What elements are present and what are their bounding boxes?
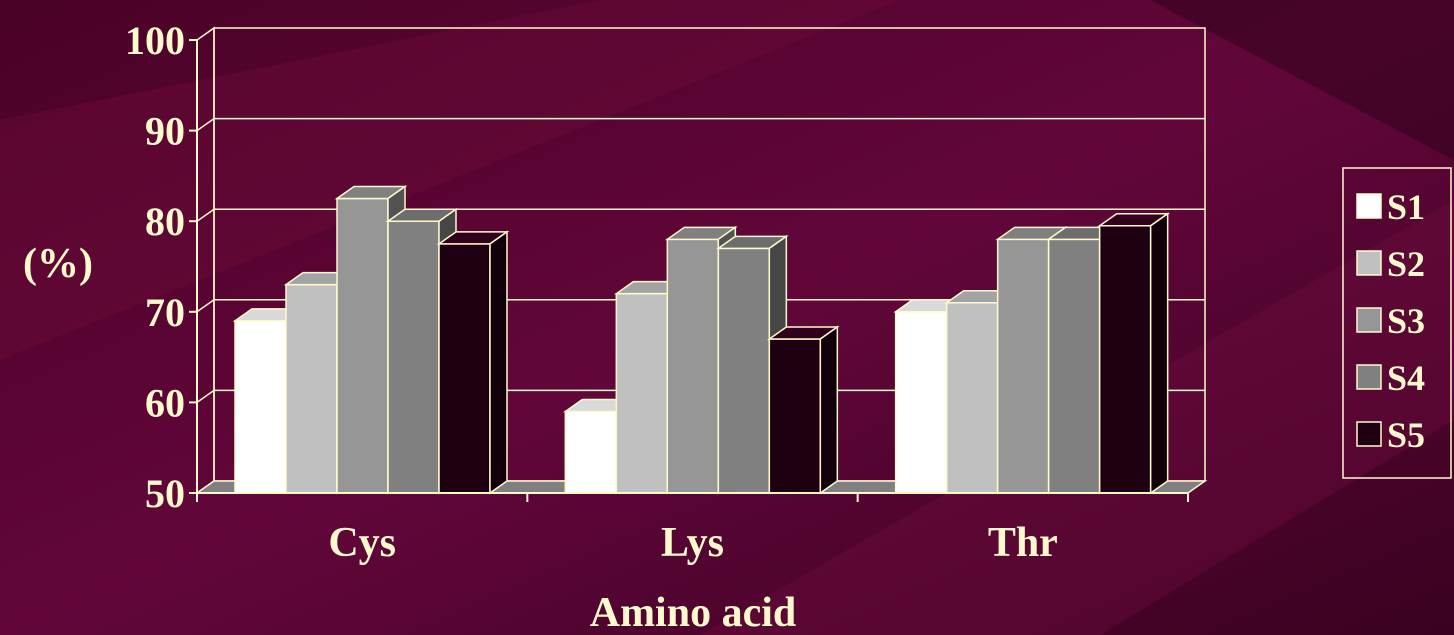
legend-label: S4 [1387,358,1425,398]
x-tick-label: Cys [328,520,396,566]
legend-label: S3 [1387,301,1425,341]
x-tick-label: Lys [661,520,724,566]
bar-front [564,410,618,494]
legend-swatch [1356,364,1382,390]
gridline [196,299,1205,313]
background-band [0,0,900,360]
bar-front [438,243,491,494]
bar-front [996,238,1050,494]
y-axis: 50 60 70 80 90 100 [125,18,198,516]
x-tick-label: Thr [988,520,1058,566]
legend-item: S4 [1356,358,1425,398]
bar-front [336,197,389,494]
background-band [1150,0,1454,160]
y-tick-label: 70 [145,290,185,335]
x-axis-title: Amino acid [590,590,797,635]
legend-item: S3 [1356,301,1425,341]
legend-box [1342,167,1452,479]
bars [232,185,1171,495]
gridline [196,208,1205,222]
gridline [196,117,1205,132]
gridline [196,389,1205,404]
bar [436,230,510,495]
bar-front [615,292,669,494]
bar-front [285,283,338,494]
bar-side [1149,212,1169,495]
bar-front [1098,224,1152,494]
legend-item: S2 [1356,244,1425,284]
bar-front [666,238,720,494]
y-tick-label: 100 [125,18,185,63]
y-tick-label: 60 [145,380,185,425]
legend-label: S2 [1387,244,1425,284]
legend-swatch [1356,250,1382,276]
bar [1097,212,1171,495]
y-axis-title: (%) [23,241,93,287]
legend-label: S5 [1387,415,1425,455]
y-tick-label: 80 [145,199,185,244]
bar-front [894,311,948,494]
legend-swatch [1356,421,1382,447]
x-axis: Cys Lys Thr [196,492,1189,566]
y-tick-label: 90 [145,109,185,154]
legend-swatch [1356,307,1382,333]
y-tick-label: 50 [145,471,185,516]
bar-front [768,338,822,494]
bar-side [489,230,508,495]
bar-front [234,320,287,494]
bar [766,325,840,495]
bar-side [819,325,839,495]
legend-item: S5 [1356,415,1425,455]
legend-swatch [1356,193,1382,219]
legend-label: S1 [1387,187,1425,227]
bar-front [717,247,771,494]
legend: S1 S2 S3 S4 S5 [1342,167,1452,479]
bar-front [945,301,999,494]
legend-item: S1 [1356,187,1425,227]
bar-front [387,220,440,494]
bar-front [1047,238,1101,494]
